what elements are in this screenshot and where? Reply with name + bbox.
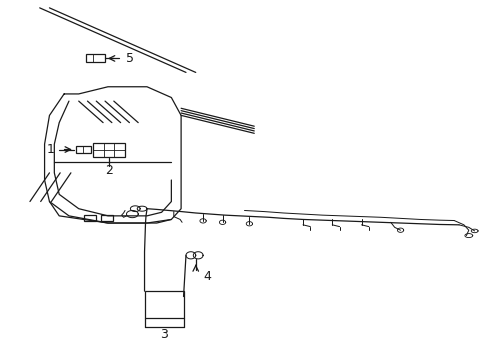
Bar <box>83 215 96 221</box>
Text: 2: 2 <box>105 164 113 177</box>
Bar <box>76 146 91 153</box>
Bar <box>86 54 104 62</box>
Text: 3: 3 <box>160 328 168 341</box>
Text: 4: 4 <box>203 270 210 283</box>
Text: 5: 5 <box>126 52 134 65</box>
Bar <box>144 291 183 318</box>
Text: 1: 1 <box>47 143 55 156</box>
Bar <box>101 215 113 221</box>
Bar <box>93 143 125 157</box>
